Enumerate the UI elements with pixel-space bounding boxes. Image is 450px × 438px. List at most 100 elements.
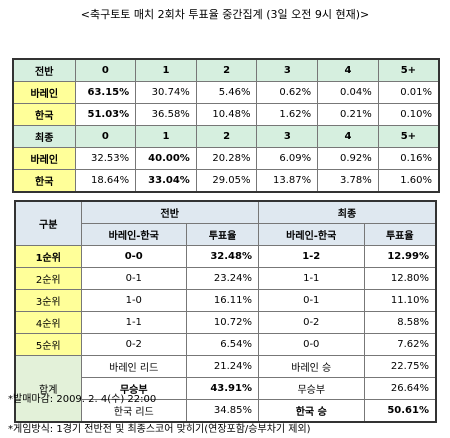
row: 한국 리드 34.85% 한국 승 50.61% (15, 399, 437, 423)
cell: 0-2 (258, 311, 365, 334)
cell: 0.10% (377, 103, 440, 126)
cell: 0.04% (317, 81, 379, 104)
cell: 한국 승 (258, 399, 365, 423)
row: 2순위 0-1 23.24% 1-1 12.80% (14, 267, 437, 290)
cell: 22.75% (363, 355, 437, 378)
cell: 16.11% (186, 289, 259, 312)
row: 5순위 0-2 6.54% 0-0 7.62% (14, 333, 437, 356)
row: 한국 18.64% 33.04% 29.05% 13.87% 3.78% 1.60% (12, 169, 440, 193)
cell: 51.03% (74, 103, 137, 126)
table-first-half-final: 전반 0 1 2 3 4 5+ 바레인 63.15% 30.74% 5.46% 0.62% 0.04%… (12, 58, 440, 193)
cell: 0 (74, 58, 137, 82)
cell: 21.24% (186, 355, 259, 378)
cell: 0-1 (80, 267, 187, 290)
header-row: 전반 0 1 2 3 4 5+ (12, 58, 440, 82)
cell: 바레인-한국 (258, 223, 365, 246)
note: *게임방식: 1경기 전반전 및 최종스코어 맞히기(연장포함/승부차기 제외) (8, 424, 311, 435)
cell: 40.00% (135, 147, 197, 170)
row: 1순위 0-0 32.48% 1-2 12.99% (14, 245, 437, 268)
cell: 1 (135, 58, 197, 82)
cell: 0.21% (317, 103, 379, 126)
cell: 1-1 (258, 267, 365, 290)
cell: 한국 (12, 169, 76, 193)
cell: 10.48% (195, 103, 258, 126)
cell: 바레인 (12, 147, 76, 170)
cell: 최종 (258, 200, 437, 224)
table-ranking: 구분 전반 최종 바레인-한국 투표율 바레인-한국 투표율 1순위 0-0 32.48% 1-… (14, 200, 437, 423)
cell: 2 (195, 125, 258, 148)
cell: 1 (135, 125, 197, 148)
row: 바레인 63.15% 30.74% 5.46% 0.62% 0.04% 0.01% (12, 81, 440, 104)
cell: 63.15% (74, 81, 137, 104)
cell: 2 (195, 58, 258, 82)
cell: 0.62% (256, 81, 319, 104)
cell: 투표율 (186, 223, 259, 246)
cell: 12.99% (363, 245, 437, 268)
cell: 29.05% (195, 169, 258, 193)
cell: 1.62% (256, 103, 319, 126)
cell: 2순위 (14, 267, 82, 290)
cell: 11.10% (363, 289, 437, 312)
cell: 구분 (14, 200, 82, 246)
row: 4순위 1-1 10.72% 0-2 8.58% (14, 311, 437, 334)
cell: 18.64% (74, 169, 137, 193)
cell: 43.91% (186, 377, 259, 400)
cell: 34.85% (186, 399, 259, 423)
cell: 0-0 (80, 245, 187, 268)
header-row: 최종 0 1 2 3 4 5+ (12, 125, 440, 148)
cell: 합계 (14, 355, 82, 423)
header-row: 구분 전반 최종 (14, 200, 437, 246)
row: 3순위 1-0 16.11% 0-1 11.10% (14, 289, 437, 312)
cell: 0.16% (377, 147, 440, 170)
cell: 5.46% (195, 81, 258, 104)
cell: 5+ (377, 58, 440, 82)
cell: 0-2 (80, 333, 187, 356)
row: 한국 51.03% 36.58% 10.48% 1.62% 0.21% 0.10% (12, 103, 440, 126)
cell: 12.80% (363, 267, 437, 290)
cell: 23.24% (186, 267, 259, 290)
cell: 바레인-한국 (80, 223, 187, 246)
cell: 무승부 (258, 377, 365, 400)
cell: 13.87% (256, 169, 319, 193)
cell: 0.01% (377, 81, 440, 104)
cell: 10.72% (186, 311, 259, 334)
cell: 6.54% (186, 333, 259, 356)
cell: 5+ (377, 125, 440, 148)
cell: 3 (256, 58, 319, 82)
cell: 3순위 (14, 289, 82, 312)
row: 합계 바레인 리드 21.24% 바레인 승 22.75% (14, 355, 437, 423)
header-row: 바레인-한국 투표율 바레인-한국 투표율 (15, 223, 437, 246)
cell: 1-2 (258, 245, 365, 268)
cell: 최종 (12, 125, 76, 148)
cell: 1-0 (80, 289, 187, 312)
cell: 0.92% (317, 147, 379, 170)
cell: 32.48% (186, 245, 259, 268)
cell: 6.09% (256, 147, 319, 170)
cell: 4 (317, 125, 379, 148)
cell: 3.78% (317, 169, 379, 193)
cell: 4순위 (14, 311, 82, 334)
cell: 한국 (12, 103, 76, 126)
cell: 0-1 (258, 289, 365, 312)
cell: 1순위 (14, 245, 82, 268)
cell: 50.61% (363, 399, 437, 423)
cell: 바레인 (12, 81, 76, 104)
note: *발매마감: 2009. 2. 4(수) 22:00 (8, 394, 157, 405)
cell: 32.53% (74, 147, 137, 170)
cell: 전반 (80, 200, 259, 224)
cell: 전반 (12, 58, 76, 82)
cell: 바레인 승 (258, 355, 365, 378)
cell: 1-1 (80, 311, 187, 334)
cell: 36.58% (135, 103, 197, 126)
cell: 투표율 (363, 223, 437, 246)
cell: 1.60% (377, 169, 440, 193)
cell: 바레인 리드 (80, 355, 187, 378)
cell: 0 (74, 125, 137, 148)
cell: 30.74% (135, 81, 197, 104)
cell: 5순위 (14, 333, 82, 356)
row: 바레인 32.53% 40.00% 20.28% 6.09% 0.92% 0.16% (12, 147, 440, 170)
cell: 7.62% (363, 333, 437, 356)
cell: 4 (317, 58, 379, 82)
cell: 33.04% (135, 169, 197, 193)
